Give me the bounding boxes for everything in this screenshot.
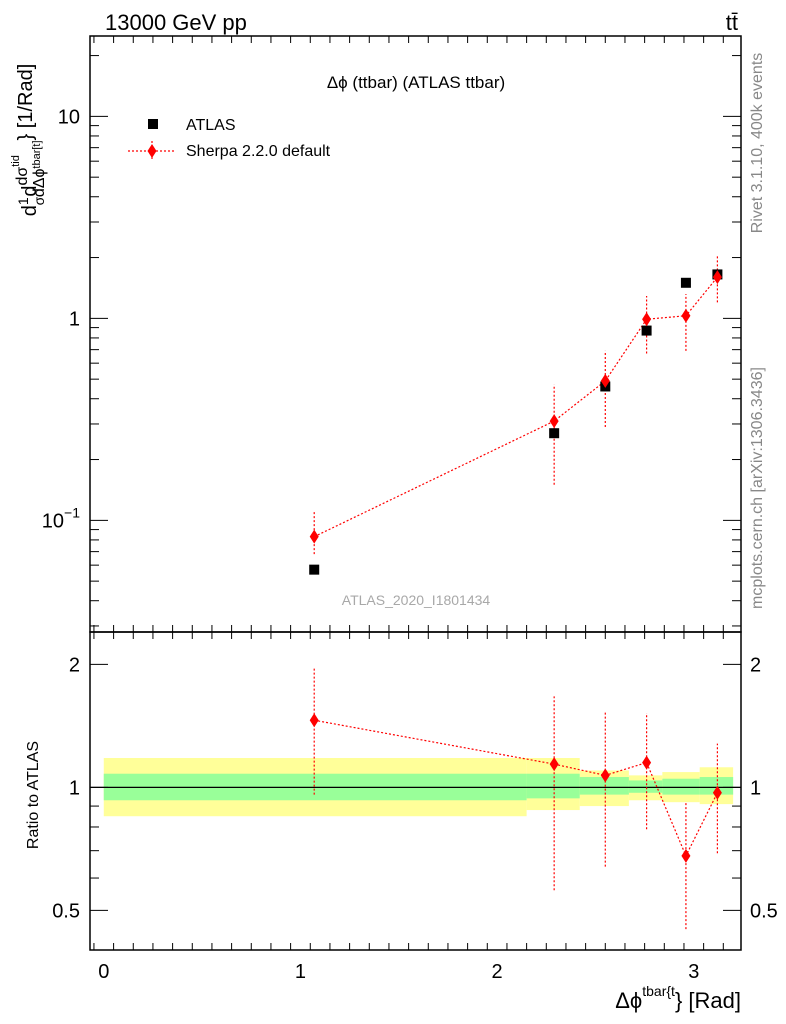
sherpa-main-line xyxy=(313,276,718,538)
atlas-main-point xyxy=(641,325,652,336)
ratio-series-layer xyxy=(309,667,722,930)
ratio-x-tick-label: 1 xyxy=(295,961,306,983)
ratio-y-tick-label-right: 2 xyxy=(750,654,761,676)
sherpa-ratio-point xyxy=(549,757,559,772)
ratio-x-tick-label: 2 xyxy=(492,961,503,983)
ratio-y-tick-label: 1 xyxy=(69,777,80,799)
ylabel-d: d xyxy=(19,205,41,216)
main-panel: 10−1 1 10 Δϕ (ttbar) (ATLAS ttbar) ATLAS_2… xyxy=(10,35,742,633)
ylabel-frac1-den: σ xyxy=(31,196,47,205)
legend-sherpa-label: Sherpa 2.2.0 default xyxy=(186,143,331,160)
legend-atlas-label: ATLAS xyxy=(186,117,236,134)
ratio-band-green xyxy=(628,780,663,793)
main-chart-title: Δϕ (ttbar) (ATLAS ttbar) xyxy=(327,73,505,92)
energy-label: 13000 GeV pp xyxy=(105,10,247,35)
ratio-axis-ticks xyxy=(90,632,741,951)
ylabel-unit: } [1/Rad] xyxy=(15,64,37,141)
ratio-band-green xyxy=(579,777,629,795)
atlas-main-point xyxy=(680,277,691,288)
sherpa-ratio-point xyxy=(681,848,691,863)
ylabel-frac2-num: dσ xyxy=(14,167,31,186)
sherpa-main-point xyxy=(549,414,559,429)
atlas-main-point xyxy=(309,564,320,575)
main-y-tick-label: 10 xyxy=(58,106,80,128)
sherpa-main-point xyxy=(681,308,691,323)
ratio-x-tick-label: 3 xyxy=(688,961,699,983)
ratio-band-green xyxy=(699,777,734,795)
main-y-tick-label: 10−1 xyxy=(42,504,80,532)
main-y-tick-label: 1 xyxy=(69,308,80,330)
sherpa-ratio-point xyxy=(712,785,722,800)
ratio-x-axis-label: Δϕtbar{t} [Rad] xyxy=(615,983,741,1013)
legend-sherpa-marker xyxy=(147,144,157,158)
ylabel-frac2-den: dΔϕ xyxy=(31,169,48,198)
sherpa-main-point xyxy=(712,270,722,285)
legend: ATLAS Sherpa 2.2.0 default xyxy=(128,117,331,161)
ylabel-frac2-den-sub: tbar[t] xyxy=(31,140,43,168)
ratio-plot-frame xyxy=(89,631,742,951)
ylabel-frac2-num-sup: tid xyxy=(10,155,22,167)
ratio-y-tick-label: 0.5 xyxy=(52,900,80,922)
rivet-label: Rivet 3.1.10, 400k events xyxy=(749,53,766,234)
main-axis-ticks xyxy=(90,36,741,632)
legend-atlas-marker xyxy=(148,119,158,129)
source-label: mcplots.cern.ch [arXiv:1306.3436] xyxy=(749,367,766,609)
ratio-band-green xyxy=(526,773,580,799)
sherpa-ratio-point xyxy=(642,755,652,770)
xlabel-main: Δϕ xyxy=(615,988,642,1013)
process-label: tt̄ xyxy=(726,10,738,35)
sherpa-ratio-point xyxy=(600,768,610,783)
sherpa-ratio-point xyxy=(309,713,319,728)
ratio-y-tick-label-right: 1 xyxy=(750,777,761,799)
ratio-y-tick-label: 2 xyxy=(69,654,80,676)
ylabel-frac1-num: 1 xyxy=(15,197,31,205)
sherpa-main-point xyxy=(309,529,319,544)
ylabel-mid: d xyxy=(19,186,41,197)
sherpa-main-point xyxy=(600,373,610,388)
ratio-tick-labels: 0.5 0.5 1 1 2 2 0 1 2 3 xyxy=(52,654,778,983)
sherpa-main-point xyxy=(642,312,652,327)
atlas-main-point xyxy=(549,428,560,439)
xlabel-suffix: } [Rad] xyxy=(675,988,741,1013)
xlabel-sup: tbar{t xyxy=(642,983,675,999)
main-series-layer xyxy=(309,255,723,575)
ratio-y-axis-label: Ratio to ATLAS xyxy=(25,741,42,849)
ratio-x-tick-label: 0 xyxy=(98,961,109,983)
watermark-label: ATLAS_2020_I1801434 xyxy=(342,592,491,608)
ratio-panel: 0.5 0.5 1 1 2 2 0 1 2 3 Ratio to ATLAS Δϕtbar{t} … xyxy=(25,631,778,1013)
main-y-tick-labels: 10−1 1 10 xyxy=(42,106,80,532)
ratio-band-green xyxy=(662,778,700,795)
sherpa-ratio-line xyxy=(314,719,718,858)
main-y-axis-label: d1σddσtiddΔϕtbar[t]} [1/Rad] xyxy=(10,64,48,216)
ratio-y-tick-label-right: 0.5 xyxy=(750,900,778,922)
